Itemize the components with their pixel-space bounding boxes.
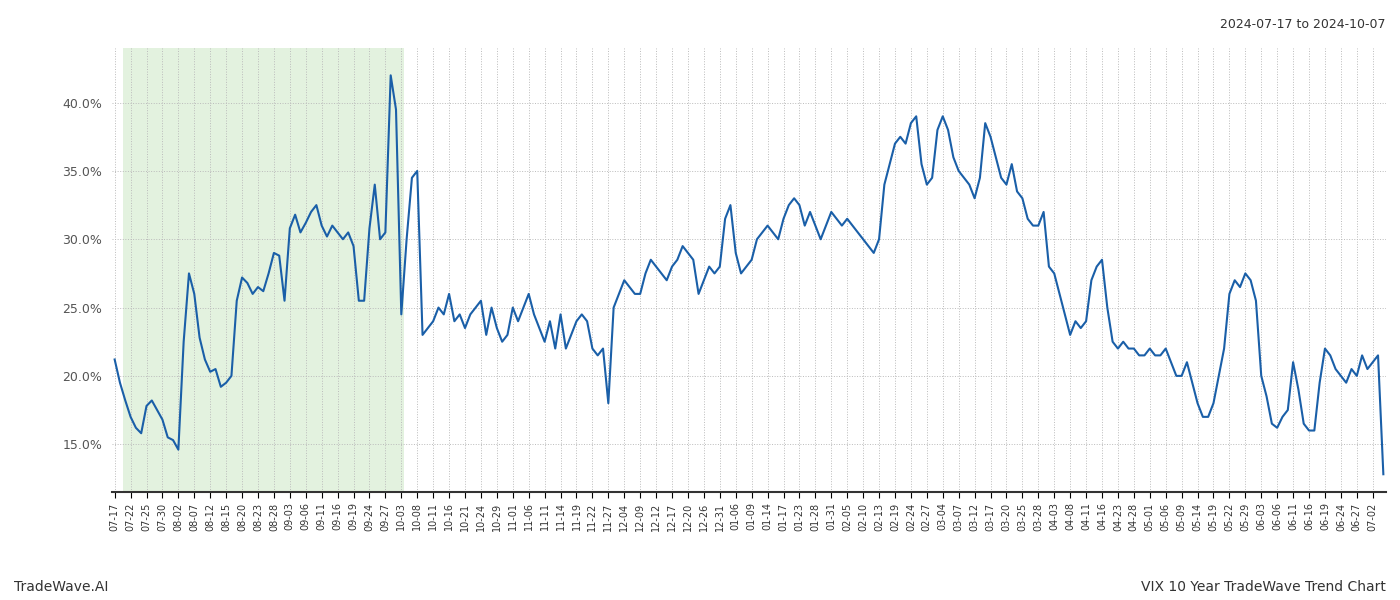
Bar [123,48,405,492]
Text: VIX 10 Year TradeWave Trend Chart: VIX 10 Year TradeWave Trend Chart [1141,580,1386,594]
Text: 2024-07-17 to 2024-10-07: 2024-07-17 to 2024-10-07 [1221,18,1386,31]
Text: TradeWave.AI: TradeWave.AI [14,580,108,594]
